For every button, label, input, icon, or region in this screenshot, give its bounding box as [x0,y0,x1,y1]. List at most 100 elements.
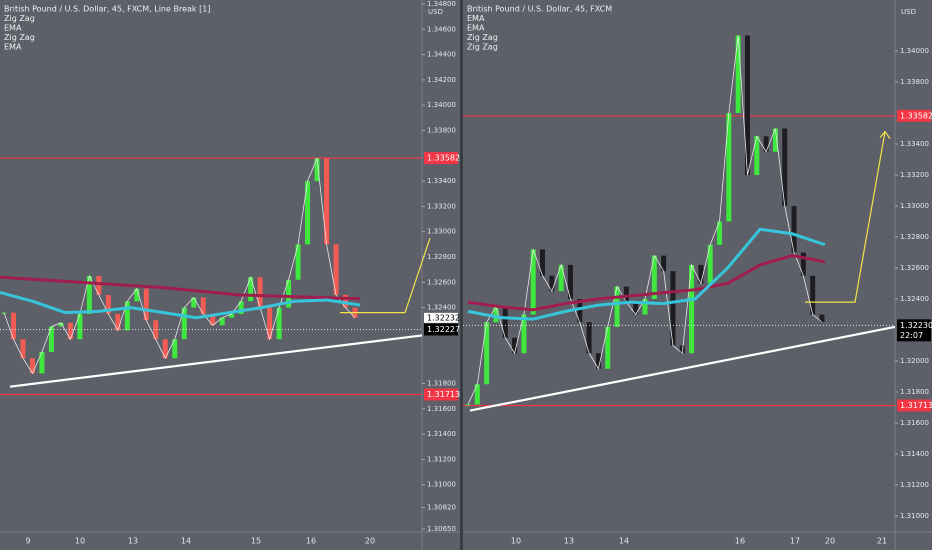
price-tag [897,319,931,342]
candle [661,255,667,272]
price-tag-label: 1.31713 [900,401,932,410]
y-tick-label: 1.33000 [900,202,929,210]
ema-line [467,227,826,321]
candle [577,299,583,323]
y-tick-label: 1.32000 [900,357,929,365]
price-tag-label: 1.32230 [900,321,932,330]
y-tick-label: 1.31600 [427,405,456,413]
date-label: 14 [181,537,191,546]
candle [698,264,704,284]
candle [586,322,592,354]
date-label: 20 [365,537,375,546]
candle [181,307,187,340]
y-tick-label: 1.32600 [427,278,456,286]
date-label: 21 [877,537,887,546]
y-tick-label: 1.30820 [427,503,456,511]
y-tick-label: 1.32600 [900,264,929,272]
candle [58,322,64,327]
y-tick-label: 1.31800 [900,388,929,396]
y-tick-label: 1.34200 [427,76,456,84]
candle [614,286,620,327]
price-tag [897,399,931,412]
candle [633,302,639,315]
candle [305,181,311,245]
candle [200,297,206,314]
trendline [469,325,896,412]
price-tag [424,388,458,401]
candle [623,286,629,303]
legend-item: Zig Zag [4,14,35,23]
date-label: 10 [75,537,85,546]
price-tag-label: 1.32227 [427,325,460,334]
ema-line [0,275,361,301]
candle [540,249,546,276]
ema-line [467,254,826,312]
price-tag [424,323,458,336]
candle [493,306,499,323]
y-tick-label: 1.33400 [900,140,929,148]
price-tag-label: 1.33582 [900,111,932,120]
candle [810,275,816,315]
y-tick-label: 1.31200 [900,481,929,489]
price-tag-label: 1.32232 [427,313,460,322]
candle [717,221,723,245]
date-label: 14 [619,537,629,546]
candle [735,35,741,113]
candle [219,317,225,326]
date-label: 9 [25,537,30,546]
date-label: 10 [511,537,521,546]
candle [800,252,806,276]
date-label: 13 [564,537,574,546]
y-tick-label: 1.31400 [427,430,456,438]
y-tick-label: 1.33800 [427,127,456,135]
legend-item: EMA [467,14,485,23]
price-tag [424,312,458,323]
y-tick-label: 1.34800 [427,0,456,8]
y-tick-label: 1.31600 [900,419,929,427]
date-label: 15 [251,537,261,546]
candle [502,306,508,338]
price-tag-label: 1.33582 [427,154,460,163]
y-tick-label: 1.31800 [427,380,456,388]
y-tick-label: 1.34400 [427,51,456,59]
legend-item: EMA [4,24,22,33]
candle [162,339,168,359]
legend-item: Zig Zag [467,33,498,42]
candle [86,275,92,314]
candle [333,244,339,295]
y-tick-label: 1.32400 [900,295,929,303]
candle [726,113,732,222]
candle [642,299,648,315]
candle [782,128,788,206]
candle [267,307,273,340]
divider [460,0,463,550]
date-label: 17 [790,537,800,546]
candle [134,288,140,302]
currency: USD [428,8,443,16]
candle [105,294,111,314]
y-tick-label: 1.33200 [427,202,456,210]
candle [229,313,235,318]
candle [48,326,54,352]
candle [754,136,760,175]
y-tick-label: 1.33000 [427,228,456,236]
y-tick-label: 1.30650 [427,525,456,533]
y-tick-label: 1.31200 [427,455,456,463]
y-tick-label: 1.32400 [427,304,456,312]
candle [343,294,349,308]
candle [670,271,676,346]
candle [96,275,102,295]
candle [257,277,263,308]
y-tick-label: 1.32800 [900,233,929,241]
candle [67,322,73,340]
date-label: 13 [128,537,138,546]
candle [465,404,471,406]
candle [530,249,536,315]
legend-item: Zig Zag [467,43,498,52]
price-tag [897,109,931,122]
candle [549,275,555,292]
y-tick-label: 1.34000 [900,47,929,55]
y-tick-label: 1.33800 [900,78,929,86]
y-tick-label: 1.33200 [900,171,929,179]
zig-zag [3,158,356,375]
